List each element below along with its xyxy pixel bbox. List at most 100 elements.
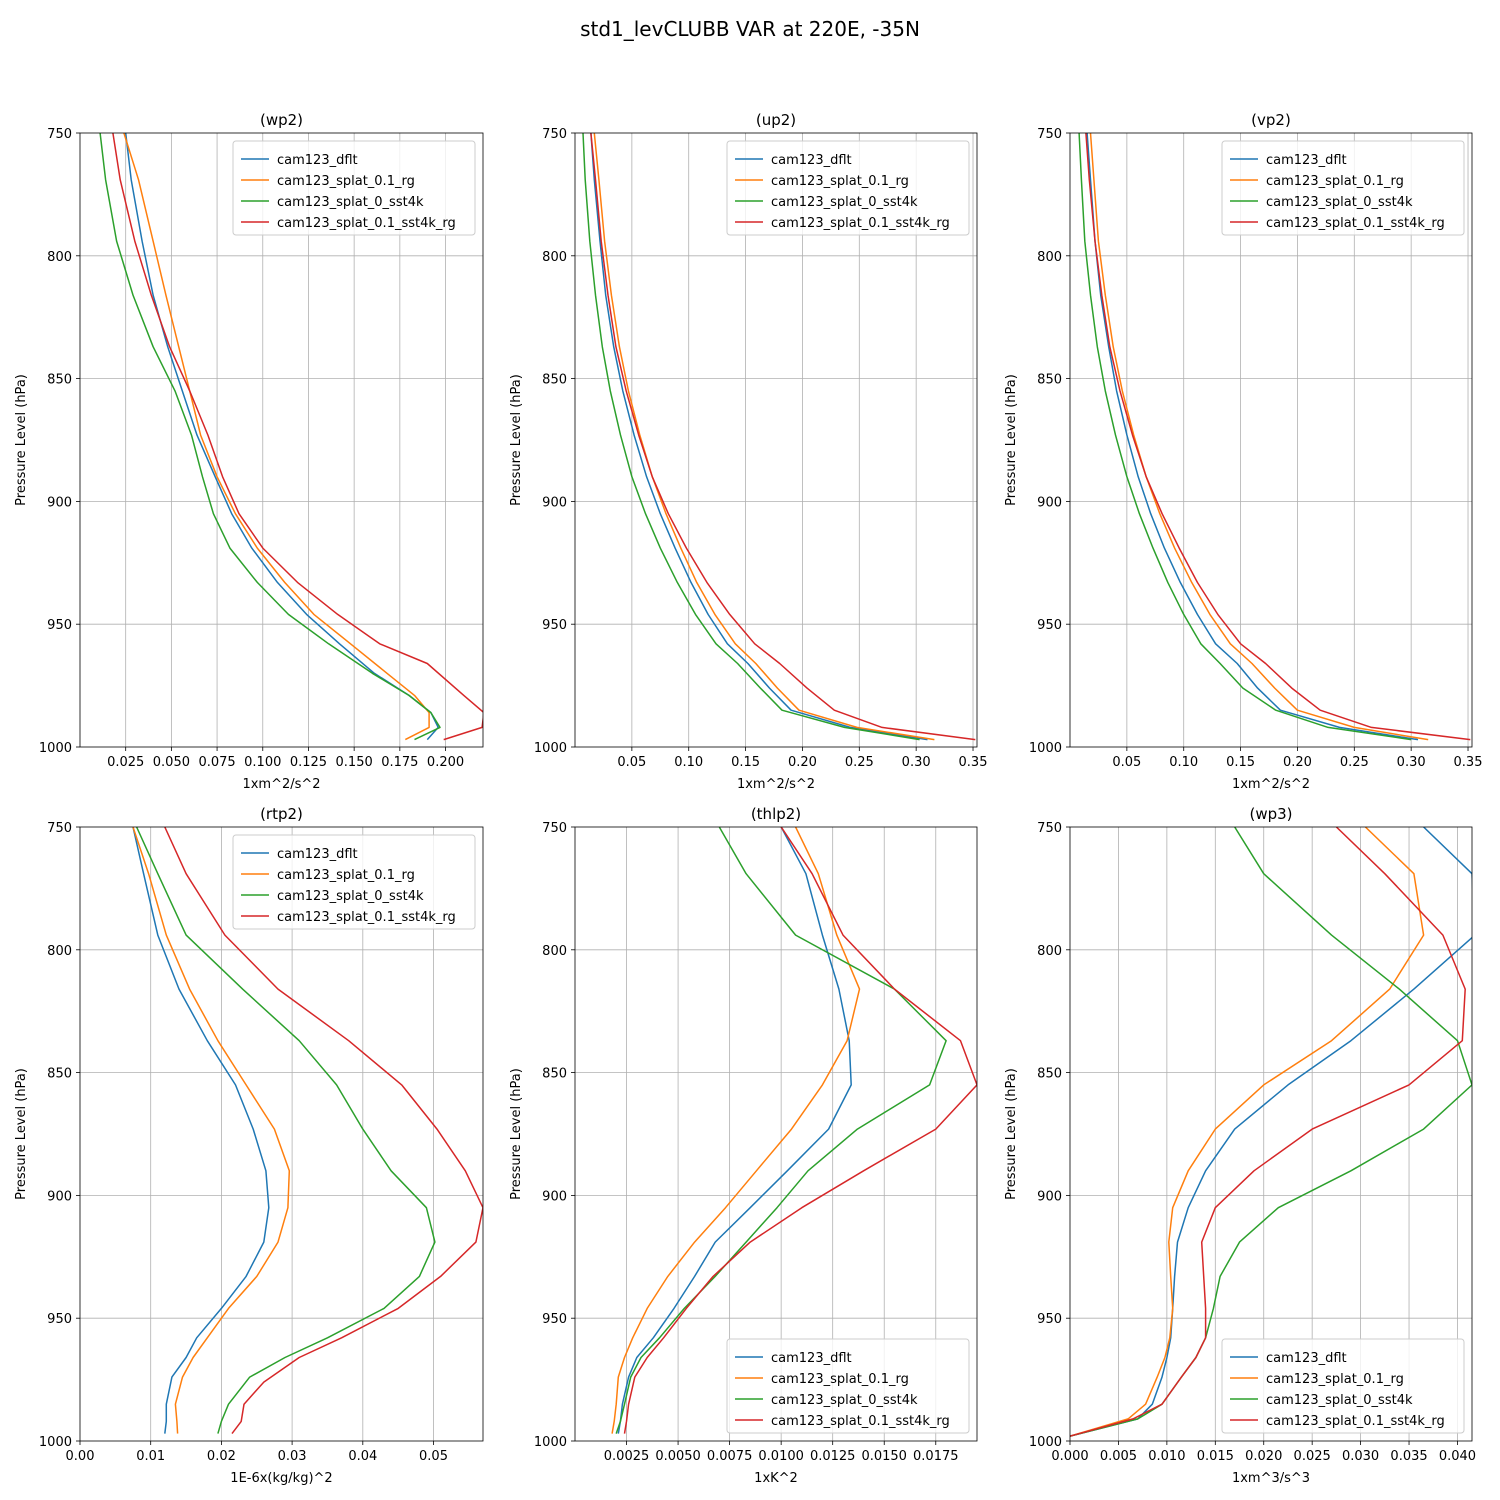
y-tick-label: 950 [47,1312,72,1327]
y-tick-label: 750 [542,821,567,836]
series-line-cam123_splat_0.1_sst4k_rg [623,827,977,1434]
legend-entry: cam123_splat_0.1_sst4k_rg [1266,216,1445,231]
axes-frame [574,132,978,748]
legend: cam123_dflt cam123_splat_0.1_rg cam123_spl… [1221,140,1465,236]
y-axis-label: Pressure Level (hPa) [509,374,524,506]
series-line-cam123_dflt [132,827,270,1434]
axes-frame [1069,826,1473,1442]
axes-frame [1069,132,1473,748]
y-tick-label: 900 [542,495,567,510]
x-tick-label: 0.10 [674,755,703,770]
y-tick-label: 1000 [1029,1435,1062,1450]
y-tick-label: 750 [1037,821,1062,836]
legend-entry: cam123_splat_0.1_rg [277,868,415,883]
axes-frame [574,826,978,1442]
legend-entry: cam123_dflt [1266,153,1347,168]
legend-entry: cam123_splat_0_sst4k [1266,195,1413,210]
x-tick-label: 0.35 [1454,755,1483,770]
y-tick-label: 750 [542,127,567,142]
x-tick-label: 0.25 [845,755,874,770]
x-tick-label: 0.05 [1112,755,1141,770]
x-axis-label: 1E-6x(kg/kg)^2 [230,1471,332,1486]
x-tick-label: 0.100 [244,755,281,770]
y-tick-label: 850 [47,1067,72,1082]
panel-title: (thlp2) [751,805,801,823]
series-lines [582,133,976,741]
series-line-cam123_splat_0.1_sst4k_rg [112,133,483,741]
series-line-cam123_splat_0.1_rg [1089,133,1429,741]
series-line-cam123_dflt [590,133,928,741]
x-tick-label: 0.0175 [913,1449,959,1464]
legend-entry: cam123_splat_0.1_rg [277,174,415,189]
y-tick-label: 950 [47,618,72,633]
legend-box [1221,1338,1465,1434]
x-tick-label: 0.00 [66,1449,95,1464]
legend-box [726,140,970,236]
figure-title: std1_levCLUBB VAR at 220E, -35N [580,17,920,41]
y-tick-label: 850 [542,373,567,388]
x-tick-label: 0.050 [153,755,190,770]
legend-entry: cam123_splat_0.1_sst4k_rg [771,216,950,231]
series-lines [1078,133,1471,741]
series-lines [99,133,483,741]
legend: cam123_dflt cam123_splat_0.1_rg cam123_spl… [726,140,970,236]
x-tick-label: 0.20 [788,755,817,770]
series-line-cam123_splat_0.1_rg [132,827,291,1434]
legend-entry: cam123_splat_0.1_sst4k_rg [1266,1414,1445,1429]
x-tick-label: 0.035 [1390,1449,1427,1464]
y-tick-label: 850 [47,373,72,388]
x-tick-label: 0.04 [348,1449,377,1464]
x-tick-label: 0.005 [1100,1449,1137,1464]
panel-title: (rtp2) [260,805,303,823]
series-line-cam123_dflt [1070,827,1472,1437]
y-tick-label: 900 [47,1189,72,1204]
y-tick-label: 1000 [39,741,72,756]
y-tick-label: 850 [1037,373,1062,388]
series-lines [132,827,483,1435]
legend-entry: cam123_dflt [277,847,358,862]
series-line-cam123_splat_0.1_rg [1070,827,1425,1437]
legend-entry: cam123_splat_0_sst4k [771,1393,918,1408]
series-lines [611,827,977,1434]
x-axis-label: 1xm^2/s^2 [737,777,815,792]
panel-title: (up2) [756,111,796,129]
y-tick-label: 800 [542,250,567,265]
legend-entry: cam123_splat_0_sst4k [277,889,424,904]
x-tick-label: 0.020 [1245,1449,1282,1464]
series-lines [1070,827,1472,1437]
legend: cam123_dflt cam123_splat_0.1_rg cam123_spl… [726,1338,970,1434]
x-tick-label: 0.000 [1051,1449,1088,1464]
x-tick-label: 0.075 [198,755,235,770]
series-line-cam123_dflt [617,827,852,1434]
y-axis-label: Pressure Level (hPa) [14,374,29,506]
series-line-cam123_splat_0_sst4k [135,827,436,1434]
legend: cam123_dflt cam123_splat_0.1_rg cam123_spl… [232,140,476,236]
chart-panel-5: 0.000 0.005 0.010 0.015 0.020 0.025 0.030 0.035… [1004,805,1476,1486]
chart-panel-0: 0.025 0.050 0.075 0.100 0.125 0.150 0.175 0.200… [14,111,484,792]
series-line-cam123_splat_0.1_rg [611,827,861,1434]
y-tick-label: 800 [1037,250,1062,265]
x-tick-label: 0.05 [617,755,646,770]
x-tick-label: 0.20 [1283,755,1312,770]
x-axis-label: 1xm^2/s^2 [242,777,320,792]
x-tick-label: 0.0025 [604,1449,650,1464]
y-tick-label: 1000 [534,741,567,756]
x-tick-label: 0.0100 [758,1449,804,1464]
series-line-cam123_splat_0.1_sst4k_rg [1070,827,1466,1437]
y-axis-label: Pressure Level (hPa) [14,1068,29,1200]
chart-panel-3: 0.00 0.01 0.02 0.03 0.04 0.05 750 800 850 900 950 1… [14,805,484,1486]
x-tick-label: 0.01 [136,1449,165,1464]
panels: 0.025 0.050 0.075 0.100 0.125 0.150 0.175 0.200… [14,111,1482,1486]
x-tick-label: 0.025 [1294,1449,1331,1464]
x-tick-label: 0.175 [381,755,418,770]
y-tick-label: 950 [542,618,567,633]
legend-entry: cam123_dflt [771,1351,852,1366]
x-axis-label: 1xK^2 [754,1471,798,1486]
x-tick-label: 0.30 [902,755,931,770]
series-line-cam123_splat_0_sst4k [99,133,441,741]
series-line-cam123_splat_0_sst4k [1078,133,1412,741]
legend-entry: cam123_splat_0.1_rg [771,1372,909,1387]
panel-title: (wp2) [260,111,303,129]
x-tick-label: 0.015 [1197,1449,1234,1464]
